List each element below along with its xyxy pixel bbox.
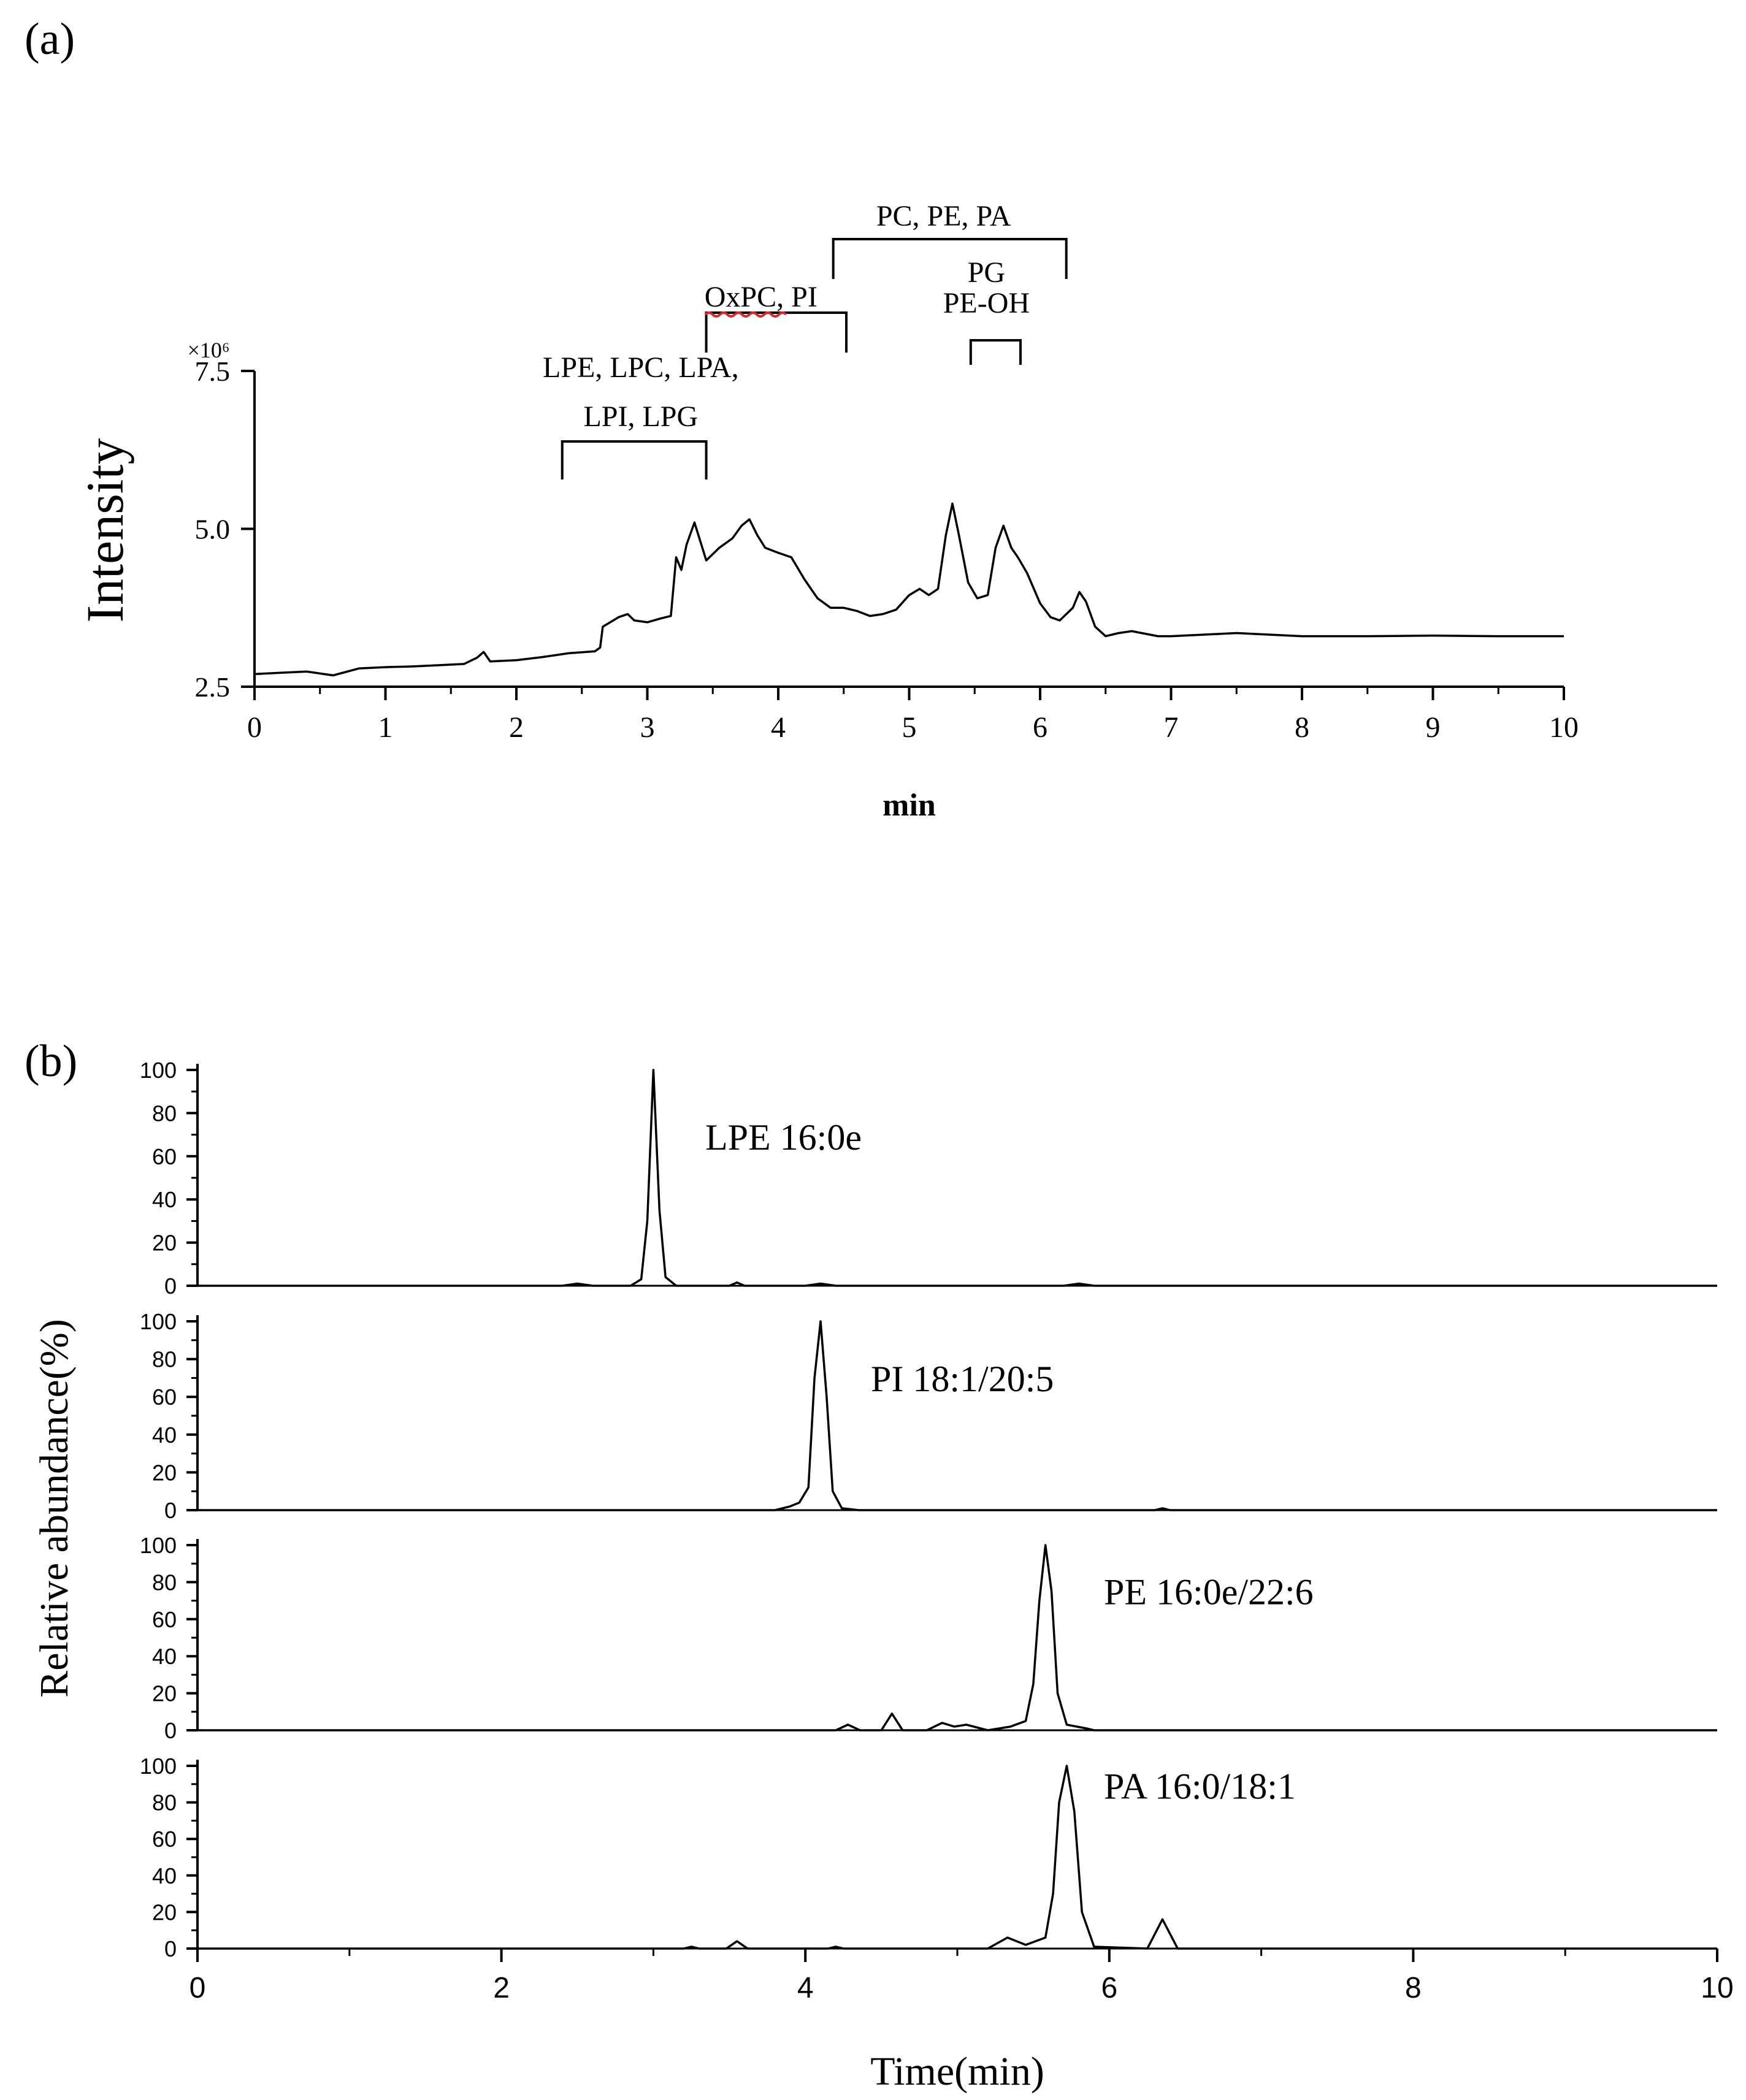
x-tick-label: 2 [509, 711, 524, 744]
y-tick-label: 60 [152, 1384, 177, 1410]
y-multiplier: ×10⁶ [188, 338, 230, 362]
x-axis-title: min [883, 788, 936, 823]
y-tick-label: 0 [164, 1273, 177, 1299]
x-tick-label: 10 [1549, 711, 1579, 744]
annotation-label: PC, PE, PA [876, 200, 1011, 232]
series-name-label: PA 16:0/18:1 [1104, 1766, 1296, 1807]
y-tick-label: 80 [152, 1790, 177, 1816]
series-name-label: LPE 16:0e [705, 1117, 862, 1158]
series-line [197, 1544, 1717, 1732]
annotation-bracket [969, 339, 1022, 365]
x-tick-label: 7 [1164, 711, 1179, 744]
y-tick-label: 40 [152, 1422, 177, 1448]
x-axis-title: Time(min) [870, 2049, 1044, 2094]
y-tick-label: 100 [140, 1533, 177, 1558]
series-line [197, 1069, 1717, 1287]
y-tick-label: 40 [152, 1863, 177, 1888]
annotation-label: LPI, LPG [583, 400, 698, 433]
x-tick-label: 8 [1405, 1972, 1422, 2004]
y-tick-label: 20 [152, 1900, 177, 1925]
x-tick-label: 10 [1701, 1972, 1733, 2004]
panel-label-b: (b) [25, 1036, 77, 1086]
annotation-label: PG [968, 256, 1005, 289]
x-tick-label: 8 [1295, 711, 1309, 744]
x-tick-label: 6 [1101, 1972, 1117, 2004]
x-tick-label: 0 [247, 711, 262, 744]
series-line [197, 1320, 1717, 1511]
annotation-bracket [832, 238, 1068, 279]
y-axis-title: Intensity [75, 438, 134, 623]
y-tick-label: 60 [152, 1144, 177, 1169]
y-tick-label: 0 [164, 1936, 177, 1961]
annotation-label: LPE, LPC, LPA, [543, 351, 739, 384]
x-tick-label: 3 [640, 711, 655, 744]
y-tick-label: 20 [152, 1231, 177, 1256]
annotation-bracket [705, 311, 848, 353]
annotation-label: PE-OH [943, 287, 1030, 319]
spellcheck-underline [704, 311, 787, 318]
y-tick-label: 40 [152, 1187, 177, 1212]
y-tick-label: 80 [152, 1101, 177, 1126]
x-tick-label: 4 [797, 1972, 814, 2004]
y-tick-label: 80 [152, 1570, 177, 1595]
annotation-label: OxPC, PI [705, 281, 817, 313]
chart-a: 0 1 2 3 4 5 6 7 8 9 10 2.5 5.0 7.5×10⁶ min Intensity LPE… [75, 200, 1579, 823]
y-tick-label: 100 [140, 1309, 177, 1334]
y-tick-label: 0 [164, 1498, 177, 1523]
y-tick-label: 80 [152, 1347, 177, 1372]
panel-label-a: (a) [25, 14, 75, 64]
y-tick-label: 40 [152, 1644, 177, 1669]
x-tick-label: 5 [902, 711, 917, 744]
x-tick-label: 6 [1033, 711, 1047, 744]
series-name-label: PE 16:0e/22:6 [1104, 1572, 1314, 1613]
series-name-label: PI 18:1/20:5 [871, 1359, 1054, 1399]
x-tick-label: 0 [190, 1972, 206, 2004]
y-tick-label: 2.5 [195, 671, 231, 703]
x-tick-label: 9 [1426, 711, 1441, 744]
y-tick-label: 0 [164, 1718, 177, 1743]
x-tick-label: 1 [378, 711, 393, 744]
y-tick-label: 100 [140, 1754, 177, 1779]
y-tick-label: 20 [152, 1681, 177, 1706]
series-line-tic [254, 502, 1564, 677]
x-tick-label: 2 [493, 1972, 510, 2004]
y-tick-label: 20 [152, 1460, 177, 1485]
annotation-bracket [561, 440, 708, 479]
y-tick-label: 7.5 [195, 356, 231, 387]
y-tick-label: 100 [140, 1058, 177, 1083]
x-tick-label: 4 [771, 711, 786, 744]
y-tick-label: 60 [152, 1607, 177, 1632]
y-tick-label: 60 [152, 1827, 177, 1852]
series-line [197, 1765, 1717, 1950]
y-tick-label: 5.0 [195, 514, 231, 545]
y-axis-title: Relative abundance(%) [32, 1319, 77, 1698]
